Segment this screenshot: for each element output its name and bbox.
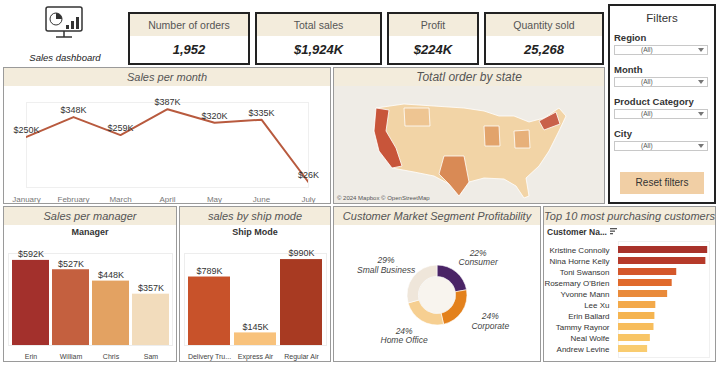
svg-text:Express Air: Express Air: [238, 353, 274, 361]
svg-text:$250K: $250K: [13, 125, 39, 135]
html-text:Number of orders: Number of orders: [148, 19, 230, 31]
html-text:Customer Market Segment Profit: Customer Market Segment Profitability: [342, 210, 532, 222]
svg-text:Delivery Tru...: Delivery Tru...: [188, 353, 231, 361]
svg-text:February: February: [57, 195, 89, 204]
html-text:25,268: 25,268: [524, 42, 564, 57]
svg-text:$259K: $259K: [107, 123, 133, 133]
html-text:Ship Mode: Ship Mode: [232, 227, 278, 237]
svg-text:Sam: Sam: [144, 353, 159, 360]
svg-text:$990K: $990K: [288, 248, 314, 258]
html-text:Reset filters: Reset filters: [635, 177, 689, 188]
html-text:Profit: Profit: [420, 19, 446, 31]
svg-text:Rosemary O'Brien: Rosemary O'Brien: [544, 279, 609, 288]
html-text:Region: Region: [614, 32, 647, 43]
svg-text:$348K: $348K: [60, 105, 86, 115]
svg-text:22%Consumer: 22%Consumer: [459, 248, 499, 268]
svg-text:© 2024 Mapbox © OpenStreetMap: © 2024 Mapbox © OpenStreetMap: [337, 195, 430, 201]
html-text:Sales dashboard: Sales dashboard: [29, 52, 101, 63]
html-text:Totatl order by state: Totatl order by state: [416, 70, 522, 84]
svg-text:January: January: [12, 195, 40, 204]
svg-text:29%Small Business: 29%Small Business: [357, 255, 416, 275]
html-text:(All): (All): [641, 46, 653, 53]
svg-text:24%Corporate: 24%Corporate: [471, 311, 509, 331]
svg-text:April: April: [159, 195, 175, 204]
svg-text:June: June: [253, 195, 271, 204]
svg-text:Andrew Levine: Andrew Levine: [557, 345, 610, 354]
svg-text:$592K: $592K: [18, 249, 44, 259]
html-text:Customer Na...: Customer Na...: [547, 227, 607, 237]
html-text:Sales per manager: Sales per manager: [43, 210, 137, 222]
html-text:$224K: $224K: [413, 42, 453, 57]
html-text:Quantity sold: Quantity sold: [513, 19, 575, 31]
html-text:Month: Month: [614, 64, 643, 75]
svg-text:Nina Horne Kelly: Nina Horne Kelly: [549, 257, 609, 266]
svg-text:$320K: $320K: [201, 111, 227, 121]
svg-text:Erin: Erin: [25, 353, 38, 360]
svg-text:Neal Wolfe: Neal Wolfe: [571, 334, 611, 343]
svg-text:Erin Ballard: Erin Ballard: [568, 312, 609, 321]
svg-text:July: July: [301, 195, 315, 204]
svg-text:$357K: $357K: [138, 283, 164, 293]
html-text:(All): (All): [641, 78, 653, 85]
html-text:Product Category: Product Category: [614, 96, 694, 107]
html-text:Total sales: Total sales: [293, 19, 344, 31]
svg-text:Regular Air: Regular Air: [284, 353, 319, 361]
svg-text:Chris: Chris: [103, 353, 120, 360]
svg-text:Toni Swanson: Toni Swanson: [560, 268, 610, 277]
svg-text:$789K: $789K: [196, 266, 222, 276]
html-text:(All): (All): [641, 142, 653, 149]
svg-text:Yvonne Mann: Yvonne Mann: [561, 290, 610, 299]
svg-text:Tammy Raynor: Tammy Raynor: [556, 323, 610, 332]
html-text:City: City: [614, 128, 632, 139]
html-text:$1,924K: $1,924K: [293, 42, 344, 57]
svg-text:March: March: [109, 195, 131, 204]
html-text:Filters: Filters: [646, 12, 678, 24]
svg-text:$527K: $527K: [58, 259, 84, 269]
html-text:Top 10 most purchasing custome: Top 10 most purchasing customers: [544, 210, 715, 222]
html-text:Manager: Manager: [71, 227, 109, 237]
svg-text:$448K: $448K: [98, 270, 124, 280]
svg-text:$335K: $335K: [248, 108, 274, 118]
svg-text:May: May: [207, 195, 222, 204]
html-text:1,952: 1,952: [172, 42, 206, 57]
svg-text:Lee Xu: Lee Xu: [584, 301, 609, 310]
svg-text:Kristine Connolly: Kristine Connolly: [549, 246, 609, 255]
svg-text:William: William: [60, 353, 83, 360]
svg-text:24%Home Office: 24%Home Office: [380, 326, 428, 346]
svg-text:$387K: $387K: [154, 97, 180, 107]
html-text:(All): (All): [641, 110, 653, 117]
html-text:sales by ship mode: sales by ship mode: [207, 210, 303, 222]
html-text:Sales per month: Sales per month: [126, 71, 207, 83]
svg-text:$145K: $145K: [242, 322, 268, 332]
svg-text:$26K: $26K: [298, 170, 319, 180]
